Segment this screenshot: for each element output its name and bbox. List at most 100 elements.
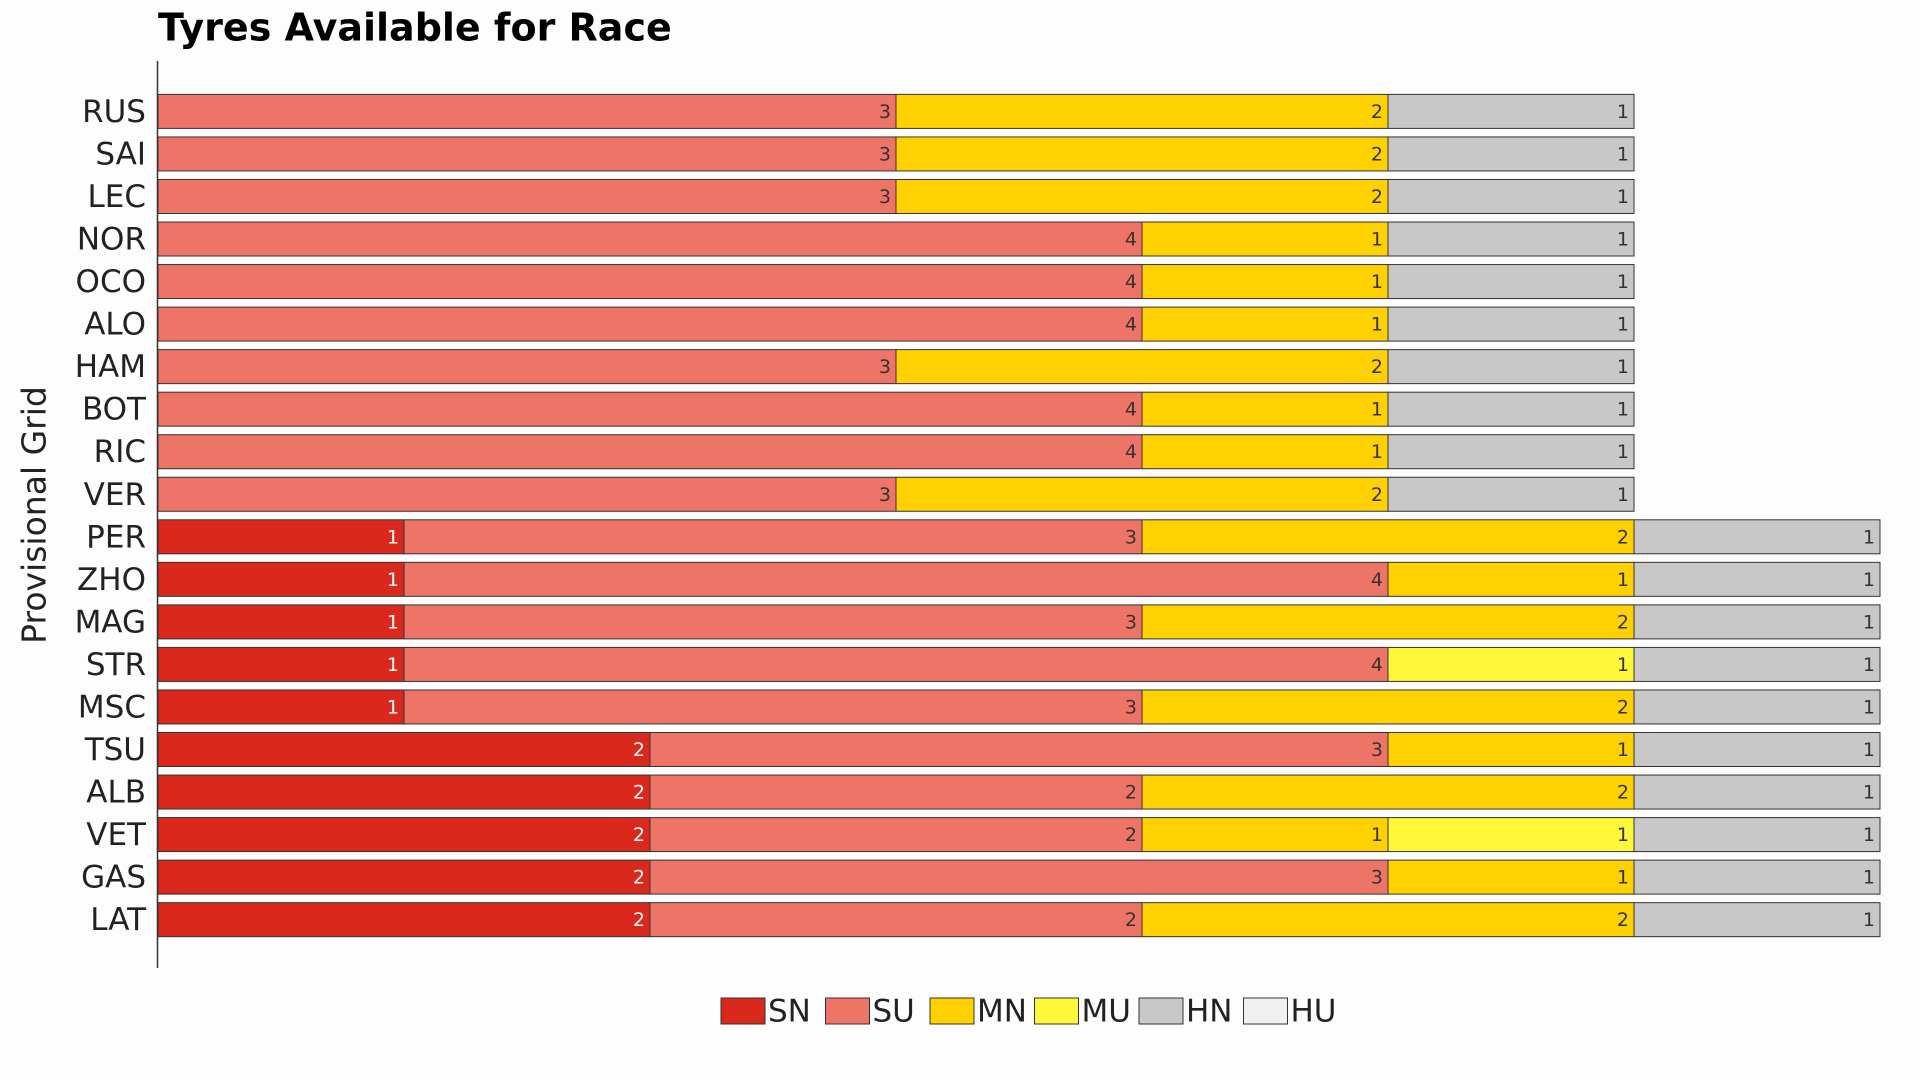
data-label: 4 (1125, 229, 1137, 251)
bar-segment (1387, 136, 1635, 172)
y-tick-label: ZHO (77, 562, 146, 598)
chart-title: Tyres Available for Race (158, 6, 672, 50)
data-label: 3 (1371, 739, 1383, 761)
data-label: 1 (1371, 229, 1383, 251)
data-label: 4 (1125, 441, 1137, 463)
bar-segment (1633, 561, 1881, 597)
bar-segment (1387, 476, 1635, 512)
bar-segment (157, 178, 897, 214)
data-label: 4 (1125, 271, 1137, 293)
data-label: 2 (1371, 484, 1383, 506)
bar-segment (1387, 646, 1635, 682)
data-label: 2 (1125, 824, 1137, 846)
data-label: 2 (633, 739, 645, 761)
bar-segment (1387, 817, 1635, 853)
data-label: 2 (1125, 782, 1137, 804)
data-label: 1 (1863, 909, 1875, 931)
bar-segment (649, 774, 1143, 810)
y-tick-label: BOT (82, 392, 147, 428)
data-label: 1 (1371, 399, 1383, 421)
data-label: 2 (1617, 909, 1629, 931)
bar-segment (649, 859, 1389, 895)
bar-segment (1387, 178, 1635, 214)
bar-segment (157, 646, 405, 682)
data-label: 2 (1617, 782, 1629, 804)
bar-segment (157, 859, 651, 895)
data-label: 3 (879, 484, 891, 506)
data-label: 3 (1371, 867, 1383, 889)
legend-label: MN (977, 994, 1027, 1030)
data-label: 2 (633, 782, 645, 804)
y-axis-label: Provisional Grid (15, 386, 54, 644)
data-label: 2 (1371, 356, 1383, 378)
data-label: 1 (1617, 739, 1629, 761)
bar-segment (1387, 264, 1635, 300)
data-label: 1 (1617, 484, 1629, 506)
y-tick-label: HAM (75, 349, 146, 385)
y-tick-label: PER (86, 519, 146, 555)
bar-segment (157, 561, 405, 597)
data-label: 1 (1617, 186, 1629, 208)
data-label: 3 (1125, 696, 1137, 718)
y-tick-label: MAG (75, 604, 146, 640)
data-label: 1 (1371, 271, 1383, 293)
bar-segment (1387, 561, 1635, 597)
bar-segment (157, 221, 1143, 257)
bar-segment (157, 817, 651, 853)
data-label: 3 (879, 101, 891, 123)
y-tick-label: OCO (76, 264, 146, 300)
data-label: 3 (879, 186, 891, 208)
y-tick-label: VER (84, 477, 146, 513)
data-label: 2 (633, 909, 645, 931)
bar-segment (157, 434, 1143, 470)
data-label: 1 (1617, 101, 1629, 123)
y-tick-label: STR (86, 647, 146, 683)
bar-segment (157, 689, 405, 725)
bar-segment (1633, 859, 1881, 895)
y-tick-label: LAT (90, 902, 147, 938)
bar-segment (1141, 434, 1389, 470)
bar-segment (649, 817, 1143, 853)
bar-segment (1387, 349, 1635, 385)
bar-segment (1141, 902, 1635, 938)
data-label: 1 (1371, 824, 1383, 846)
bar-segment (895, 349, 1389, 385)
data-label: 3 (879, 143, 891, 165)
data-label: 1 (1617, 399, 1629, 421)
bar-segment (895, 178, 1389, 214)
data-label: 2 (633, 867, 645, 889)
legend-swatch (825, 997, 870, 1025)
y-tick-label: NOR (77, 222, 146, 258)
bar-segment (1633, 817, 1881, 853)
y-tick-label: RIC (94, 434, 146, 470)
bar-segment (157, 136, 897, 172)
bar-segment (1141, 689, 1635, 725)
data-label: 1 (1863, 569, 1875, 591)
data-label: 1 (1863, 824, 1875, 846)
y-tick-label: RUS (82, 94, 146, 130)
data-label: 2 (1617, 611, 1629, 633)
bar-segment (1141, 306, 1389, 342)
data-label: 1 (1617, 143, 1629, 165)
bar-segment (895, 136, 1389, 172)
data-label: 1 (1617, 229, 1629, 251)
bar-segment (1387, 732, 1635, 767)
data-label: 3 (879, 356, 891, 378)
legend-swatch (1138, 997, 1184, 1025)
bar-segment (1387, 221, 1635, 257)
data-label: 1 (387, 654, 399, 676)
y-tick-label: SAI (95, 136, 146, 172)
bar-segment (403, 519, 1143, 555)
data-label: 4 (1125, 399, 1137, 421)
bar-segment (649, 902, 1143, 938)
data-label: 1 (1863, 611, 1875, 633)
bar-segment (1633, 732, 1881, 767)
data-label: 3 (1125, 526, 1137, 548)
bar-segment (157, 391, 1143, 427)
data-label: 1 (1863, 739, 1875, 761)
data-label: 1 (1617, 569, 1629, 591)
bar-segment (895, 93, 1389, 129)
data-label: 1 (1617, 867, 1629, 889)
